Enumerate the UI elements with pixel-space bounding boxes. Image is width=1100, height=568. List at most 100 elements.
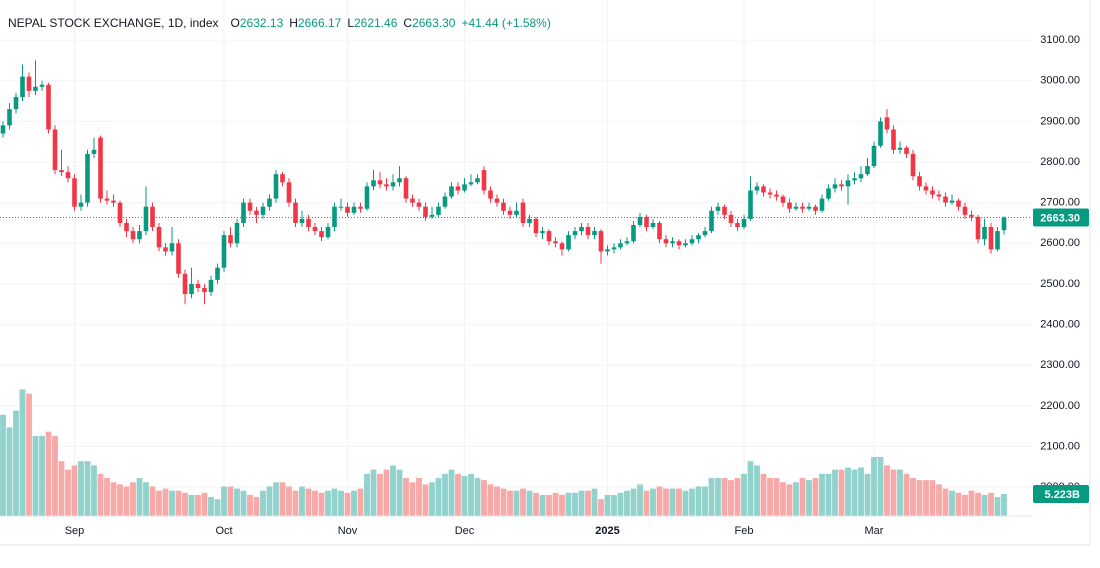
ohlc-value: 2663.30 [412,16,456,30]
candle-body [488,190,493,199]
candle-body [377,180,383,185]
ohlc-value: 2666.17 [298,16,342,30]
volume-bar [45,431,52,516]
volume-bar [767,478,773,516]
volume-bar [598,499,604,516]
candle-body [338,206,344,208]
volume-bar [624,490,630,516]
candle-body [507,210,513,215]
volume-bar [923,480,929,516]
candle-body [358,206,363,209]
candle-body [85,153,90,203]
candle-body [449,186,454,197]
candle-body [143,206,149,232]
volume-bar [143,482,149,516]
ohlc-value: 2632.13 [240,16,284,30]
candle-body [936,194,942,197]
volume-bar [6,427,13,516]
volume-bar [91,465,97,516]
volume-bar [253,497,260,516]
candle-body [572,231,578,236]
x-tick-label: Dec [455,525,475,537]
candle-body [748,190,753,219]
volume-bar [955,492,962,516]
volume-bar [266,486,273,516]
volume-bar [448,469,455,516]
volume-bar [52,435,58,516]
volume-bar [747,461,754,516]
volume-bar [578,490,585,516]
candle-body [319,231,324,238]
candle-body [163,247,168,252]
volume-bar [474,478,481,516]
grid [0,0,1032,516]
volume-bar [695,486,702,516]
volume-bar [546,494,552,516]
candle-body [182,273,188,295]
volume-bar [78,461,84,516]
volume-bar [949,490,955,516]
volume-bar [858,467,864,516]
candle-body [559,243,565,250]
candle-body [644,216,649,228]
volume-bar [273,482,279,516]
candle-body [299,218,305,223]
volume-bar [130,482,136,516]
volume-bar [58,461,65,516]
candle-body [306,218,311,228]
volume-bar [396,469,403,516]
candle-body [124,222,129,232]
volume-bar [617,492,624,516]
candle-body [520,202,526,223]
candle-body [20,76,25,97]
candle-body [156,227,162,248]
candle-body [637,216,643,225]
x-tick-label: Nov [338,525,358,537]
candle-body [650,222,656,228]
volume-bar [676,488,682,516]
candle-body [943,196,948,203]
candle-body [969,214,974,217]
volume-bar [916,480,923,516]
volume-bar [19,389,26,516]
candle-body [592,231,597,236]
candle-body [865,166,870,175]
candle-body [605,249,610,252]
y-tick-label: 2800.00 [1040,156,1080,168]
candle-body [839,184,844,187]
candle-body [514,210,519,215]
y-tick-label: 2400.00 [1040,318,1080,330]
volume-bar [656,486,663,516]
volume-bar [84,461,91,516]
volume-bar [182,492,188,516]
volume-bar [377,473,383,516]
candle-body [13,96,19,110]
candle-body [234,222,240,244]
candle-body [410,198,415,203]
volume-bar [526,490,533,516]
candle-body [117,202,123,223]
volume-bar [975,492,981,516]
candle-body [962,206,968,215]
candle-body [871,145,877,167]
candle-body [923,186,929,191]
volume-bar [741,473,747,516]
volume-bar [435,478,442,516]
y-tick-label: 2100.00 [1040,440,1080,452]
volume-bar [585,490,591,516]
candle-body [852,178,857,181]
candle-body [709,210,714,232]
volume-bar [117,484,123,516]
candle-body [267,198,272,207]
candle-body [585,227,591,236]
volume-bar [240,490,247,516]
volume-bar [416,478,422,516]
volume-bar [338,490,344,516]
candle-body [33,86,38,91]
candle-body [624,241,630,244]
candle-body [982,227,987,240]
candle-body [800,206,805,209]
candle-body [793,206,799,209]
volume-bar [897,469,903,516]
candle-body [176,243,181,274]
